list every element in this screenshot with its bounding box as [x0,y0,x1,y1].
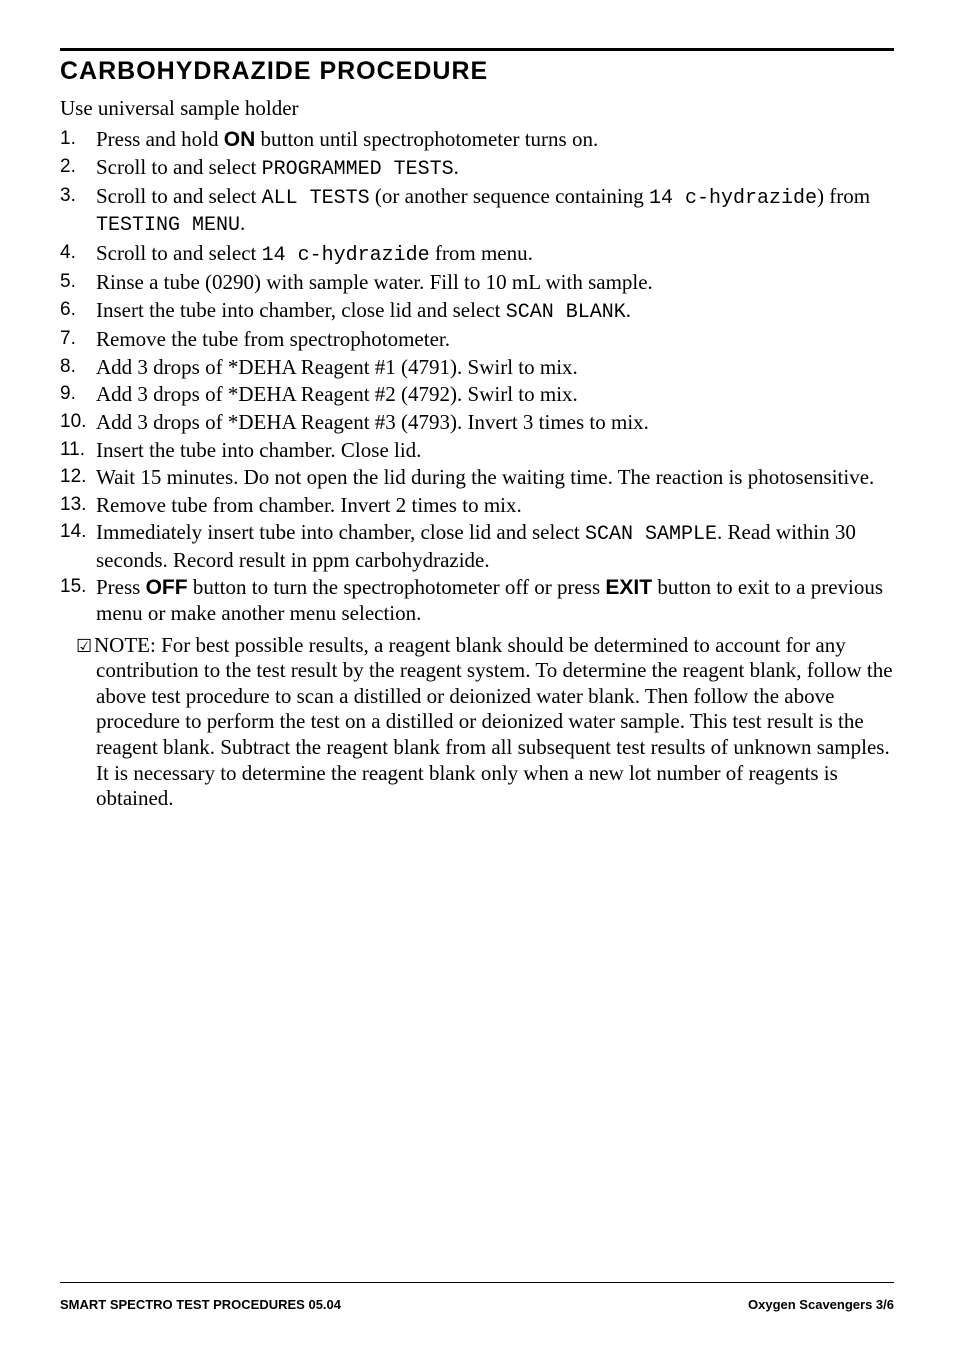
step-text: (or another sequence containing [370,184,649,208]
step-text: Wait 15 minutes. Do not open the lid dur… [96,465,874,489]
lcd-text: TESTING MENU [96,214,240,237]
step-text: ) from [817,184,870,208]
step-7: Remove the tube from spectrophotometer. [60,327,894,353]
step-text: Scroll to and select [96,155,262,179]
step-15: Press OFF button to turn the spectrophot… [60,575,894,626]
step-8: Add 3 drops of *DEHA Reagent #1 (4791). … [60,355,894,381]
step-text: Add 3 drops of *DEHA Reagent #2 (4792). … [96,382,578,406]
step-text: . [240,211,245,235]
step-text: Add 3 drops of *DEHA Reagent #3 (4793). … [96,410,649,434]
step-text: . [626,298,631,322]
step-text: Remove tube from chamber. Invert 2 times… [96,493,522,517]
step-text: Insert the tube into chamber. Close lid. [96,438,421,462]
footer-row: SMART SPECTRO TEST PROCEDURES 05.04 Oxyg… [60,1297,894,1312]
page-footer: SMART SPECTRO TEST PROCEDURES 05.04 Oxyg… [60,1282,894,1312]
lcd-text: ALL TESTS [262,187,370,210]
off-button-label: OFF [146,576,188,599]
checkbox-icon: ☑ [76,636,94,658]
step-5: Rinse a tube (0290) with sample water. F… [60,270,894,296]
procedure-steps: Press and hold ON button until spectroph… [60,127,894,627]
lcd-text: 14 c-hydrazide [649,187,817,210]
step-text: Rinse a tube (0290) with sample water. F… [96,270,653,294]
step-text: button until spectrophotometer turns on. [255,127,598,151]
note-block: ☑NOTE: For best possible results, a reag… [60,633,894,812]
step-14: Immediately insert tube into chamber, cl… [60,520,894,573]
step-text: . [454,155,459,179]
on-button-label: ON [224,128,256,151]
step-11: Insert the tube into chamber. Close lid. [60,438,894,464]
step-3: Scroll to and select ALL TESTS (or anoth… [60,184,894,239]
step-12: Wait 15 minutes. Do not open the lid dur… [60,465,894,491]
step-13: Remove tube from chamber. Invert 2 times… [60,493,894,519]
step-text: Insert the tube into chamber, close lid … [96,298,506,322]
step-6: Insert the tube into chamber, close lid … [60,298,894,325]
step-text: Immediately insert tube into chamber, cl… [96,520,585,544]
note-body: For best possible results, a reagent bla… [96,633,893,811]
lcd-text: SCAN BLANK [506,301,626,324]
step-text: Scroll to and select [96,241,262,265]
step-text: Add 3 drops of *DEHA Reagent #1 (4791). … [96,355,578,379]
footer-rule [60,1282,894,1283]
step-text: Remove the tube from spectrophotometer. [96,327,450,351]
lcd-text: SCAN SAMPLE [585,523,717,546]
footer-left: SMART SPECTRO TEST PROCEDURES 05.04 [60,1297,341,1312]
step-text: button to turn the spectrophotometer off… [188,575,606,599]
step-2: Scroll to and select PROGRAMMED TESTS. [60,155,894,182]
exit-button-label: EXIT [605,576,652,599]
note-label: NOTE: [94,633,156,657]
step-text: Scroll to and select [96,184,262,208]
step-4: Scroll to and select 14 c-hydrazide from… [60,241,894,268]
step-1: Press and hold ON button until spectroph… [60,127,894,153]
step-text: Press and hold [96,127,224,151]
step-text: Press [96,575,146,599]
lcd-text: 14 c-hydrazide [262,244,430,267]
footer-right: Oxygen Scavengers 3/6 [748,1297,894,1312]
page-title: CARBOHYDRAZIDE PROCEDURE [60,57,894,86]
top-rule [60,48,894,51]
step-10: Add 3 drops of *DEHA Reagent #3 (4793). … [60,410,894,436]
lcd-text: PROGRAMMED TESTS [262,158,454,181]
step-text: from menu. [430,241,533,265]
intro-text: Use universal sample holder [60,96,894,121]
step-9: Add 3 drops of *DEHA Reagent #2 (4792). … [60,382,894,408]
